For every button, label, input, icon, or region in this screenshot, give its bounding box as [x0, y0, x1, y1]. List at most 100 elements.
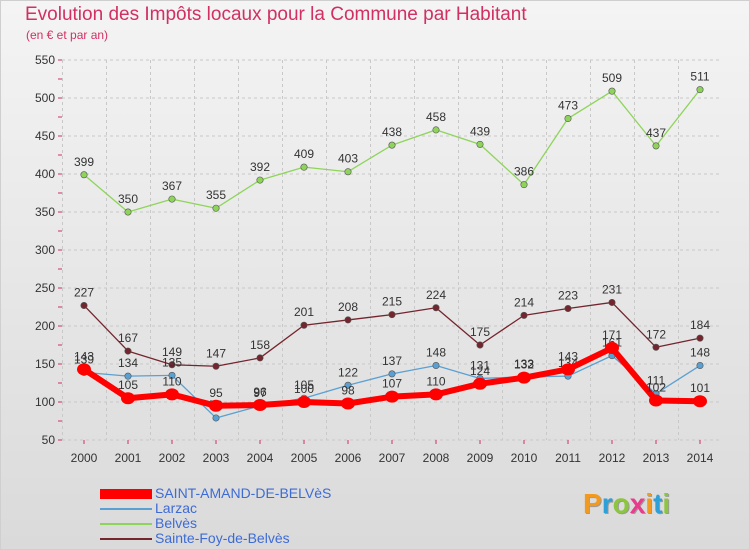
data-point — [476, 140, 484, 148]
data-label: 122 — [338, 365, 358, 379]
x-tick-label: 2003 — [203, 451, 230, 465]
data-point — [696, 362, 704, 370]
data-point — [608, 87, 616, 95]
data-point — [124, 347, 132, 355]
data-point — [476, 341, 484, 349]
data-label: 139 — [74, 352, 94, 366]
data-label: 231 — [602, 282, 622, 296]
x-tick-label: 2002 — [159, 451, 186, 465]
series-sainte-foy-de-belv-s: 227 167 149 147 158 201 208 215 224 175 214 223 231 1… — [74, 282, 710, 370]
x-tick-label: 2005 — [291, 451, 318, 465]
legend-swatch — [100, 522, 152, 525]
chart-legend: SAINT-AMAND-DE-BELVèS Larzac Belvès Sainte-… — [100, 486, 331, 546]
y-tick-label: 550 — [35, 53, 55, 67]
data-point — [564, 115, 572, 123]
data-point — [649, 394, 663, 407]
data-point — [297, 396, 311, 408]
data-point — [652, 343, 660, 351]
legend-item: SAINT-AMAND-DE-BELVèS — [100, 486, 331, 501]
x-tick-label: 2009 — [467, 451, 494, 465]
data-point — [429, 388, 443, 401]
data-point — [124, 208, 132, 216]
legend-swatch — [100, 507, 152, 510]
data-label: 143 — [558, 349, 578, 363]
y-tick-label: 50 — [42, 433, 56, 447]
x-tick-label: 2014 — [687, 451, 714, 465]
data-label: 100 — [294, 382, 314, 396]
x-tick-label: 2007 — [379, 451, 406, 465]
data-point — [652, 142, 660, 150]
data-label: 131 — [470, 358, 490, 372]
data-label: 134 — [118, 356, 138, 370]
data-point — [77, 363, 91, 376]
y-tick-label: 150 — [35, 357, 55, 371]
data-point — [212, 204, 220, 212]
data-label: 110 — [162, 374, 181, 388]
data-point — [605, 342, 619, 355]
logo-letter: r — [601, 488, 613, 519]
y-tick-label: 400 — [35, 167, 55, 181]
data-label: 511 — [690, 70, 709, 84]
data-point — [344, 316, 352, 324]
data-point — [561, 363, 575, 376]
data-point — [168, 371, 176, 379]
data-point — [300, 163, 308, 171]
data-label: 355 — [206, 188, 226, 202]
grid-lines — [62, 59, 722, 441]
data-label: 95 — [209, 386, 223, 400]
logo-letter: t — [653, 488, 663, 519]
data-label: 458 — [426, 110, 446, 124]
chart-title: Evolution des Impôts locaux pour la Comm… — [25, 4, 527, 25]
data-label: 101 — [690, 381, 710, 395]
y-tick-label: 500 — [35, 91, 55, 105]
data-point — [388, 311, 396, 319]
x-tick-label: 2008 — [423, 451, 450, 465]
data-label: 439 — [470, 124, 490, 138]
x-tick-label: 2010 — [511, 451, 538, 465]
data-label: 350 — [118, 192, 138, 206]
data-label: 509 — [602, 71, 622, 85]
y-tick-label: 450 — [35, 129, 55, 143]
logo-letter: i — [662, 488, 671, 519]
y-tick-label: 250 — [35, 281, 55, 295]
y-tick-label: 300 — [35, 243, 55, 257]
x-tick-label: 2013 — [643, 451, 670, 465]
data-label: 223 — [558, 289, 578, 303]
logo-letter: i — [645, 488, 654, 519]
series-line — [83, 89, 701, 213]
legend-item: Belvès — [100, 516, 331, 531]
legend-swatch — [100, 537, 152, 540]
data-point — [520, 311, 528, 319]
data-label: 124 — [470, 364, 490, 378]
y-tick-label: 200 — [35, 319, 55, 333]
data-point — [300, 321, 308, 329]
legend-label: Larzac — [155, 500, 198, 516]
legend-label: Sainte-Foy-de-Belvès — [155, 530, 290, 546]
data-label: 143 — [74, 349, 94, 363]
data-label: 149 — [162, 345, 182, 359]
data-label: 399 — [74, 155, 94, 169]
logo-letter: P — [583, 488, 602, 519]
data-point — [608, 298, 616, 306]
data-label: 105 — [294, 378, 314, 392]
x-tick-label: 2004 — [247, 451, 274, 465]
data-label: 208 — [338, 300, 358, 314]
data-label: 105 — [118, 378, 138, 392]
data-label: 224 — [426, 288, 446, 302]
data-label: 147 — [206, 346, 226, 360]
y-tick-label: 350 — [35, 205, 55, 219]
axes — [58, 59, 701, 444]
x-tick-label: 2001 — [115, 451, 142, 465]
data-point — [517, 371, 531, 384]
data-label: 201 — [294, 305, 314, 319]
data-label: 403 — [338, 152, 358, 166]
legend-label: SAINT-AMAND-DE-BELVèS — [155, 485, 332, 501]
data-point — [253, 399, 267, 412]
data-point — [80, 171, 88, 179]
data-point — [124, 372, 132, 380]
x-tick-label: 2011 — [555, 451, 581, 465]
data-label: 148 — [426, 346, 446, 360]
data-label: 392 — [250, 160, 270, 174]
data-label: 107 — [382, 377, 402, 391]
